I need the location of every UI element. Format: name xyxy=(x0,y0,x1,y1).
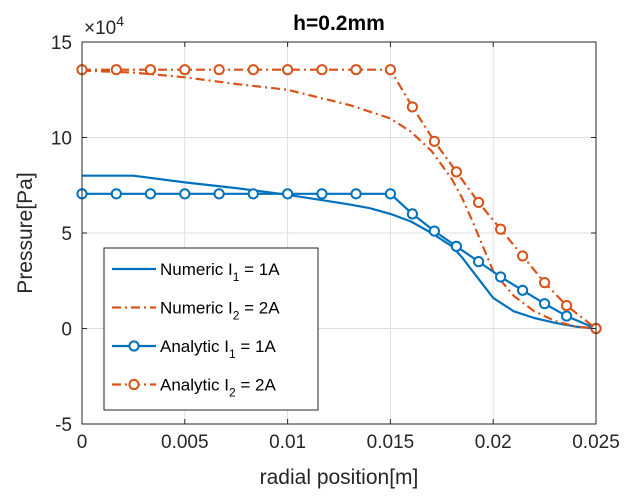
legend-label-suffix: = 1A xyxy=(236,337,277,356)
legend-label-name: Numeric I xyxy=(160,299,233,318)
data-point xyxy=(473,256,485,268)
data-point xyxy=(247,188,259,200)
data-point xyxy=(539,277,551,289)
data-point xyxy=(110,64,122,76)
data-point xyxy=(406,208,418,220)
data-point xyxy=(316,188,328,200)
x-tick-label: 0.015 xyxy=(367,432,415,453)
legend-item: Analytic I2 = 2A xyxy=(112,376,277,400)
data-point xyxy=(450,240,462,252)
data-point xyxy=(428,225,440,237)
data-point xyxy=(282,64,294,76)
x-tick-label: 0.025 xyxy=(572,432,620,453)
y-tick-label: 5 xyxy=(61,224,72,245)
legend-marker xyxy=(128,378,140,391)
data-point xyxy=(144,188,157,200)
x-tick-label: 0.01 xyxy=(269,432,306,453)
y-axis-label: Pressure[Pa] xyxy=(14,172,37,293)
chart-title: h=0.2mm xyxy=(293,12,385,35)
data-point xyxy=(384,188,396,200)
legend-label-name: Analytic I xyxy=(160,376,229,395)
data-point xyxy=(350,188,362,200)
data-point xyxy=(282,188,294,200)
data-point xyxy=(213,188,225,200)
data-point xyxy=(213,64,225,76)
y-exponent-power: 4 xyxy=(116,13,124,29)
legend-label-suffix: = 2A xyxy=(236,376,277,395)
data-point xyxy=(406,101,418,113)
legend-label: Numeric I1 = 1A xyxy=(160,260,280,284)
legend-label-name: Analytic I xyxy=(160,337,229,356)
data-point xyxy=(350,64,362,76)
legend-label-subscript: 1 xyxy=(233,270,240,284)
legend-label-name: Numeric I xyxy=(160,260,233,279)
legend-label: Analytic I1 = 1A xyxy=(160,337,277,361)
legend-label-suffix: = 2A xyxy=(239,299,280,318)
x-tick-label: 0 xyxy=(77,432,88,453)
y-tick-label: 15 xyxy=(51,33,72,54)
legend-label-suffix: = 1A xyxy=(239,260,280,279)
data-point xyxy=(560,310,573,322)
legend-label: Analytic I2 = 2A xyxy=(160,376,277,400)
x-axis-label: radial position[m] xyxy=(260,466,419,489)
data-point xyxy=(110,188,122,200)
legend-label-subscript: 2 xyxy=(229,386,236,400)
data-point xyxy=(560,299,573,312)
y-tick-label: -5 xyxy=(55,415,72,436)
series-2 xyxy=(81,69,597,330)
data-point xyxy=(539,298,551,310)
data-point xyxy=(473,196,485,209)
data-point xyxy=(450,166,462,178)
legend-item: Numeric I1 = 1A xyxy=(112,260,280,284)
data-point xyxy=(144,64,157,76)
data-point xyxy=(517,284,529,296)
x-tick-label: 0.02 xyxy=(475,432,512,453)
y-tick-label: 0 xyxy=(61,320,72,341)
legend-box xyxy=(103,247,319,411)
legend-marker xyxy=(128,340,140,352)
data-point xyxy=(247,64,259,76)
data-point xyxy=(384,64,396,76)
legend-item: Analytic I1 = 1A xyxy=(112,337,277,361)
data-point xyxy=(517,250,529,262)
data-point xyxy=(179,188,191,200)
data-point xyxy=(179,64,191,76)
legend-label: Numeric I2 = 2A xyxy=(160,299,280,323)
y-exponent-base: ×10 xyxy=(84,18,116,39)
x-tick-label: 0.005 xyxy=(161,432,209,453)
y-exponent-label: ×104 xyxy=(84,13,124,39)
data-point xyxy=(428,135,440,147)
data-point xyxy=(495,223,507,235)
series-line xyxy=(81,69,597,330)
y-tick-label: 10 xyxy=(51,129,72,150)
series-4 xyxy=(76,64,602,335)
legend-item: Numeric I2 = 2A xyxy=(112,299,280,323)
data-point xyxy=(316,64,328,76)
legend-label-subscript: 2 xyxy=(233,309,240,323)
data-point xyxy=(495,271,507,283)
legend-label-subscript: 1 xyxy=(229,347,236,361)
